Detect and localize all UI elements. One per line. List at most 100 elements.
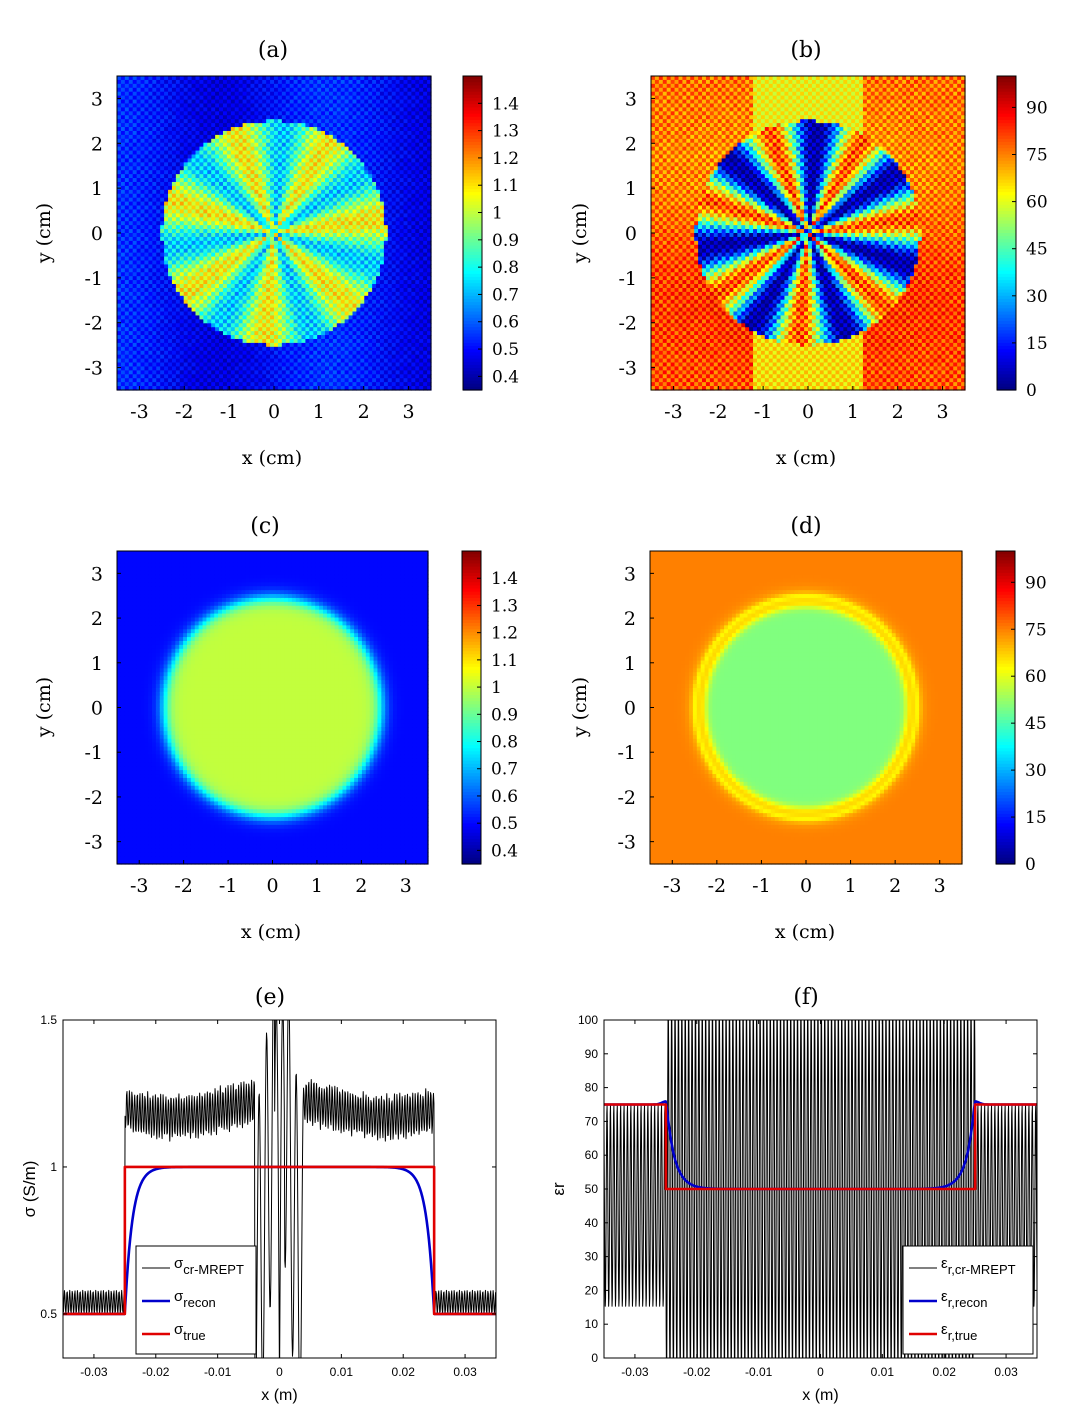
legend-entry: σcr-MREPT <box>174 1255 244 1277</box>
panel-title: (f) <box>793 985 818 1010</box>
plot-lines <box>63 1020 496 1358</box>
x-tick-label: 2 <box>355 875 367 897</box>
x-axis-label: x (cm) <box>242 447 302 469</box>
y-tick-label: -2 <box>618 313 637 335</box>
y-tick-label: -2 <box>617 787 636 809</box>
colorbar-tick-label: 0 <box>1025 855 1036 875</box>
colorbar-tick-label: 1 <box>492 204 503 224</box>
x-axis-label: x (cm) <box>775 921 835 943</box>
colorbar-tick-label: 0.5 <box>492 340 519 360</box>
y-tick-label: 1 <box>625 178 637 200</box>
colorbar-tick-label: 0 <box>1026 381 1037 401</box>
y-tick-label: 40 <box>585 1216 599 1230</box>
y-axis-label: y (cm) <box>569 677 591 738</box>
y-tick-label: 1 <box>624 653 636 675</box>
colorbar-tick-label: 1.2 <box>492 149 519 169</box>
x-tick-label: -0.03 <box>80 1365 108 1379</box>
colorbar-frame <box>995 550 1016 865</box>
colorbar-tick-label: 15 <box>1026 334 1048 354</box>
x-tick-label: -3 <box>663 875 682 897</box>
heatmap-image <box>650 551 963 865</box>
heatmap-image <box>117 551 429 865</box>
x-tick-label: -0.01 <box>204 1365 232 1379</box>
panel-title: (b) <box>790 38 821 63</box>
x-tick-label: 0 <box>268 401 280 423</box>
heatmap-image <box>651 76 966 391</box>
x-tick-label: 0 <box>802 401 814 423</box>
colorbar-tick-label: 0.9 <box>492 231 519 251</box>
colorbar-tick-label: 1.3 <box>491 596 518 616</box>
y-tick-label: 3 <box>91 563 103 585</box>
panel-title: (c) <box>250 514 280 539</box>
y-axis-label: y (cm) <box>33 203 55 264</box>
y-axis-label: εr <box>549 1182 568 1196</box>
colorbar-tick-label: 60 <box>1025 667 1047 687</box>
y-tick-label: 50 <box>585 1182 599 1196</box>
x-tick-label: -2 <box>174 875 193 897</box>
x-tick-label: -1 <box>754 401 773 423</box>
x-tick-label: 0.01 <box>871 1365 895 1379</box>
colorbar-tick-label: 0.9 <box>491 705 518 725</box>
x-tick-label: 3 <box>934 875 946 897</box>
x-axis-label: x (m) <box>261 1387 297 1404</box>
legend: εr,cr-MREPT εr,recon εr,true <box>902 1245 1034 1355</box>
x-tick-label: 1 <box>313 401 325 423</box>
legend-entry: εr,recon <box>941 1288 987 1310</box>
y-tick-label: -2 <box>84 313 103 335</box>
colorbar: 90 75 60 45 30 15 0 <box>996 75 1048 401</box>
x-tick-label: -3 <box>664 401 683 423</box>
colorbar-tick-label: 1.4 <box>491 569 518 589</box>
line-panel-e: (e) -0.03 -0.02 -0.01 0 0.01 0.02 0.03 1.5 1 0.5 x … <box>20 985 497 1404</box>
colorbar-tick-label: 75 <box>1026 146 1048 166</box>
y-tick-label: -1 <box>617 742 636 764</box>
y-tick-label: 0 <box>625 223 637 245</box>
y-tick-label: 100 <box>578 1013 598 1027</box>
series-line-r,true <box>604 1103 1037 1191</box>
y-tick-label: 90 <box>585 1047 599 1061</box>
y-tick-label: 20 <box>585 1283 599 1297</box>
colorbar-tick-label: 1 <box>491 678 502 698</box>
x-tick-label: 1 <box>311 875 323 897</box>
x-tick-label: 0.03 <box>994 1365 1018 1379</box>
colorbar-tick-label: 1.4 <box>492 94 519 114</box>
colorbar-tick-label: 0.8 <box>492 258 519 278</box>
y-tick-label: -3 <box>618 358 637 380</box>
y-tick-label: -1 <box>84 268 103 290</box>
legend-entry: σtrue <box>174 1321 206 1343</box>
y-axis-label: y (cm) <box>569 203 591 264</box>
colorbar-tick-label: 30 <box>1025 761 1047 781</box>
x-tick-label: -2 <box>708 875 727 897</box>
x-axis-label: x (m) <box>802 1387 838 1404</box>
y-tick-label: 0 <box>591 1351 598 1365</box>
y-tick-label: 1 <box>50 1160 57 1174</box>
x-tick-label: 0 <box>817 1365 824 1379</box>
colorbar-tick-label: 90 <box>1025 573 1047 593</box>
legend: σcr-MREPT σrecon σtrue <box>135 1245 257 1355</box>
colorbar: 1.4 1.3 1.2 1.1 1 0.9 0.8 0.7 0.6 0.5 0.4 <box>462 75 519 391</box>
x-tick-label: -2 <box>175 401 194 423</box>
x-tick-label: -3 <box>130 401 149 423</box>
colorbar-tick-label: 0.8 <box>491 733 518 753</box>
y-tick-label: -1 <box>618 268 637 290</box>
y-tick-label: 2 <box>91 608 103 630</box>
y-tick-label: 30 <box>585 1250 599 1264</box>
y-axis-label: σ (S/m) <box>20 1161 39 1218</box>
y-tick-label: 60 <box>585 1148 599 1162</box>
x-axis-label: x (cm) <box>776 447 836 469</box>
x-tick-label: 1 <box>847 401 859 423</box>
legend-entry: εr,true <box>941 1321 977 1343</box>
x-tick-label: 0 <box>800 875 812 897</box>
y-tick-label: 1.5 <box>40 1013 57 1027</box>
y-tick-label: -1 <box>84 742 103 764</box>
y-tick-label: 3 <box>625 88 637 110</box>
colorbar: 1.4 1.3 1.2 1.1 1 0.9 0.8 0.7 0.6 0.5 0.4 <box>461 550 518 865</box>
x-tick-label: 3 <box>937 401 949 423</box>
y-tick-label: 80 <box>585 1081 599 1095</box>
colorbar-tick-label: 0.7 <box>491 760 518 780</box>
heatmap-panel-b: (b) -3 -2 -1 0 1 2 3 3 2 1 0 -1 -2 -3 x (cm) y (cm) 90 75 6… <box>569 38 1048 469</box>
colorbar-tick-label: 15 <box>1025 808 1047 828</box>
colorbar: 90 75 60 45 30 15 0 <box>995 550 1047 875</box>
x-tick-label: -3 <box>130 875 149 897</box>
y-tick-label: 0.5 <box>40 1307 57 1321</box>
x-tick-label: 0.02 <box>392 1365 416 1379</box>
